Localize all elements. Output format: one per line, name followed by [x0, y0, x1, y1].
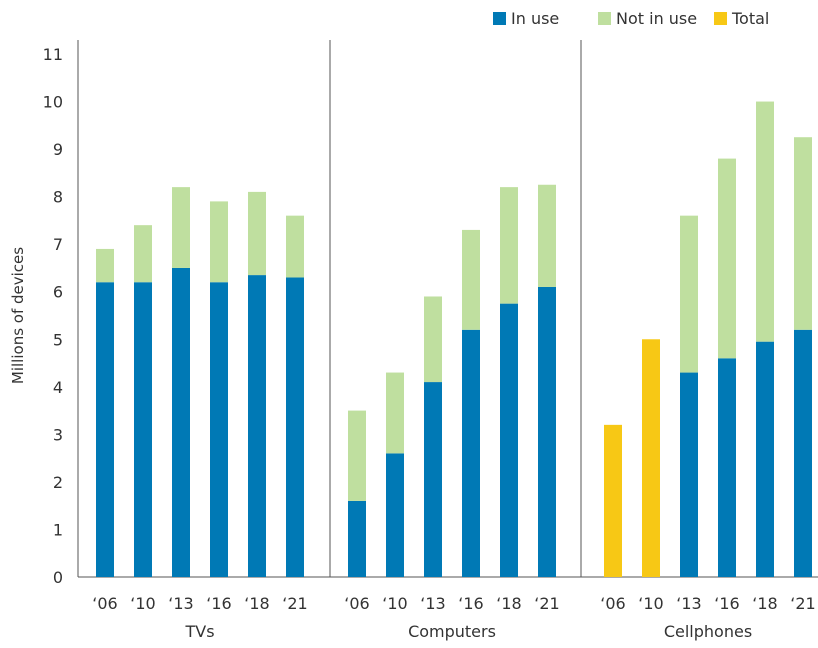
bar-computers-not-in-use	[348, 410, 366, 501]
legend-swatch-total	[714, 12, 727, 25]
bar-tvs-in-use	[210, 282, 228, 577]
bar-tvs-not-in-use	[134, 225, 152, 283]
y-tick-label: 0	[53, 568, 63, 587]
x-tick-label: ‘21	[790, 594, 815, 613]
bar-computers-in-use	[500, 303, 518, 577]
y-tick-label: 8	[53, 188, 63, 207]
legend-label-total: Total	[731, 9, 769, 28]
x-tick-label: ‘06	[92, 594, 117, 613]
y-tick-label: 3	[53, 425, 63, 444]
bar-cellphones-not-in-use	[756, 101, 774, 342]
legend-swatch-not-in-use	[598, 12, 611, 25]
bar-cellphones-total	[642, 339, 660, 577]
group-label-computers: Computers	[408, 622, 496, 641]
bar-computers-in-use	[348, 500, 366, 577]
y-tick-label: 4	[53, 378, 63, 397]
x-tick-label: ‘16	[714, 594, 739, 613]
bar-tvs-in-use	[286, 277, 304, 577]
x-tick-label: ‘18	[496, 594, 521, 613]
bar-computers-not-in-use	[386, 372, 404, 454]
bar-computers-not-in-use	[538, 184, 556, 287]
x-tick-label: ‘13	[420, 594, 445, 613]
x-tick-label: ‘10	[382, 594, 407, 613]
x-tick-label: ‘18	[752, 594, 777, 613]
legend-swatch-in-use	[493, 12, 506, 25]
bar-tvs-not-in-use	[172, 187, 190, 268]
legend-label-not-in-use: Not in use	[616, 9, 697, 28]
x-tick-label: ‘21	[534, 594, 559, 613]
y-tick-label: 10	[43, 93, 63, 112]
bar-cellphones-in-use	[718, 358, 736, 577]
bar-tvs-not-in-use	[286, 215, 304, 278]
bar-tvs-in-use	[172, 267, 190, 577]
y-tick-label: 1	[53, 520, 63, 539]
y-tick-label: 6	[53, 283, 63, 302]
bar-computers-in-use	[424, 382, 442, 577]
bar-computers-not-in-use	[424, 296, 442, 383]
x-tick-label: ‘10	[638, 594, 663, 613]
group-label-cellphones: Cellphones	[664, 622, 752, 641]
y-tick-label: 7	[53, 235, 63, 254]
bar-computers-in-use	[462, 329, 480, 577]
bar-cellphones-in-use	[680, 372, 698, 577]
y-tick-label: 9	[53, 140, 63, 159]
x-tick-label: ‘13	[168, 594, 193, 613]
x-tick-label: ‘13	[676, 594, 701, 613]
legend-label-in-use: In use	[511, 9, 559, 28]
bar-cellphones-in-use	[794, 329, 812, 577]
y-tick-label: 2	[53, 473, 63, 492]
bar-cellphones-not-in-use	[680, 215, 698, 373]
x-tick-label: ‘06	[344, 594, 369, 613]
bar-tvs-in-use	[134, 282, 152, 577]
x-tick-label: ‘06	[600, 594, 625, 613]
x-tick-label: ‘10	[130, 594, 155, 613]
bar-tvs-in-use	[96, 282, 114, 577]
bar-computers-not-in-use	[500, 187, 518, 304]
y-axis-title: Millions of devices	[9, 247, 27, 384]
x-tick-label: ‘16	[206, 594, 231, 613]
bar-computers-not-in-use	[462, 229, 480, 330]
bar-cellphones-total	[604, 424, 622, 577]
x-tick-label: ‘21	[282, 594, 307, 613]
bar-computers-in-use	[386, 453, 404, 577]
y-tick-label: 5	[53, 330, 63, 349]
bar-cellphones-not-in-use	[718, 158, 736, 359]
x-tick-label: ‘18	[244, 594, 269, 613]
group-label-tvs: TVs	[184, 622, 214, 641]
x-tick-label: ‘16	[458, 594, 483, 613]
bar-computers-in-use	[538, 286, 556, 577]
bar-tvs-in-use	[248, 275, 266, 577]
bar-cellphones-in-use	[756, 341, 774, 577]
bar-tvs-not-in-use	[96, 248, 114, 283]
bar-tvs-not-in-use	[210, 201, 228, 283]
bar-tvs-not-in-use	[248, 191, 266, 276]
bar-cellphones-not-in-use	[794, 137, 812, 330]
y-tick-label: 11	[43, 45, 63, 64]
